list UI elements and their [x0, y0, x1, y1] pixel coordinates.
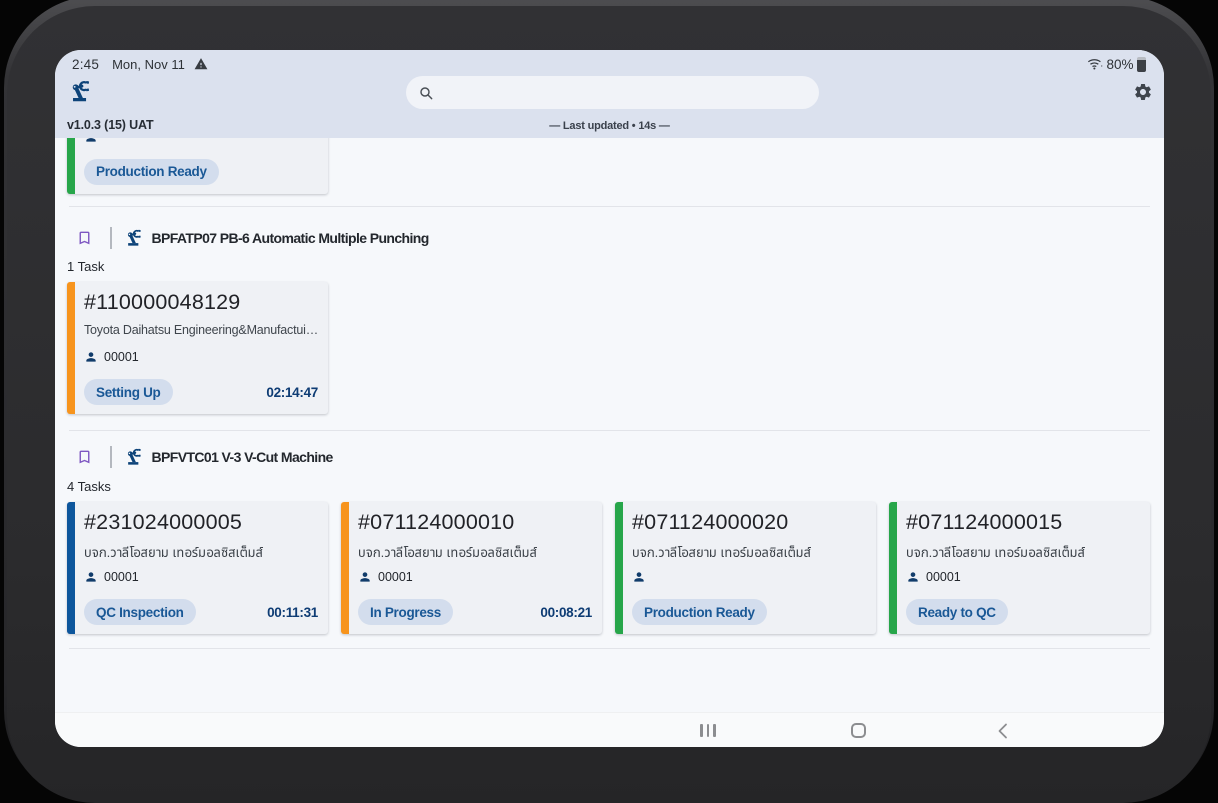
person-icon [86, 572, 96, 582]
machine-title: BPFVTC01 V-3 V-Cut Machine [151, 449, 334, 465]
recents-button[interactable] [684, 713, 732, 747]
home-icon [850, 723, 866, 738]
task-id: #071124000010 [358, 510, 515, 534]
task-timer: 00:11:31 [267, 604, 318, 620]
customer-name: Toyota Daihatsu Engineering&Manufactui… [84, 323, 319, 337]
home-button[interactable] [834, 713, 882, 747]
bookmark-icon[interactable] [76, 228, 93, 248]
task-timer: 00:08:21 [540, 604, 592, 620]
status-chip: Production Ready [84, 158, 219, 185]
task-id: #231024000005 [84, 510, 243, 534]
person-icon [634, 572, 644, 582]
task-count: 4 Tasks [67, 479, 111, 494]
battery-percent: 80% [1106, 56, 1134, 72]
task-id: #071124000020 [632, 510, 789, 534]
header-separator [110, 446, 112, 468]
section-divider [69, 206, 1150, 207]
search-input[interactable] [442, 84, 807, 101]
app-version: v1.0.3 (15) UAT [67, 118, 154, 132]
machine-title: BPFATP07 PB-6 Automatic Multiple Punchin… [151, 230, 430, 246]
customer-name: บจก.วาลีโอสยาม เทอร์มอลซิสเต็มส์ [632, 545, 812, 560]
operator-row: 00001 [358, 569, 413, 585]
warning-icon [194, 58, 208, 70]
customer-name: บจก.วาลีโอสยาม เทอร์มอลซิสเต็มส์ [906, 545, 1086, 560]
status-chip: In Progress [358, 599, 453, 625]
task-card[interactable]: #071124000015 บจก.วาลีโอสยาม เทอร์มอลซิส… [889, 502, 1150, 634]
operator-row: 00001 [906, 569, 961, 585]
operator-id: 00001 [378, 570, 413, 584]
search-bar[interactable] [406, 76, 819, 109]
task-board: Production Ready BPFATP07 PB-6 Automatic… [55, 50, 1164, 747]
bookmark-icon[interactable] [76, 447, 93, 467]
status-chip: Production Ready [632, 599, 767, 625]
customer-name: บจก.วาลีโอสยาม เทอร์มอลซิสเต็มส์ [84, 545, 264, 560]
operator-row [632, 569, 646, 585]
person-icon [86, 352, 96, 362]
status-time: 2:45 [72, 56, 100, 72]
robot-arm-icon [127, 229, 141, 246]
android-nav-bar [55, 712, 1164, 747]
operator-row: 00001 [84, 569, 139, 585]
status-chip: Setting Up [84, 379, 173, 405]
operator-id: 00001 [926, 570, 961, 584]
status-chip: Ready to QC [906, 599, 1008, 625]
back-button[interactable] [979, 713, 1027, 747]
recents-icon [700, 724, 716, 737]
back-icon [998, 723, 1007, 738]
last-updated: — Last updated • 14s — [549, 120, 670, 132]
robot-arm-logo-icon [72, 80, 90, 102]
task-timer: 02:14:47 [266, 384, 318, 400]
robot-arm-icon [127, 448, 141, 465]
tablet-screen: Production Ready BPFATP07 PB-6 Automatic… [55, 50, 1164, 747]
task-count: 1 Task [67, 259, 105, 274]
task-card[interactable]: #110000048129 Toyota Daihatsu Engineerin… [67, 282, 328, 414]
section-divider [69, 648, 1150, 649]
search-icon [420, 86, 433, 99]
wifi-icon [1088, 59, 1103, 70]
header-separator [110, 227, 112, 249]
person-icon [908, 572, 918, 582]
person-icon [360, 572, 370, 582]
machine-section-header: BPFVTC01 V-3 V-Cut Machine [67, 445, 333, 469]
app-header: 2:45 Mon, Nov 11 80% v1.0.3 (15) UAT — L… [55, 50, 1164, 138]
status-chip: QC Inspection [84, 599, 196, 625]
battery-icon [1136, 56, 1146, 72]
section-divider [69, 430, 1150, 431]
task-id: #071124000015 [906, 510, 1063, 534]
task-card[interactable]: #231024000005 บจก.วาลีโอสยาม เทอร์มอลซิส… [67, 502, 328, 634]
gear-icon[interactable] [1133, 82, 1153, 102]
machine-section-header: BPFATP07 PB-6 Automatic Multiple Punchin… [67, 226, 429, 250]
operator-id: 00001 [104, 350, 139, 364]
task-id: #110000048129 [84, 290, 241, 314]
operator-id: 00001 [104, 570, 139, 584]
status-date: Mon, Nov 11 [112, 56, 185, 72]
task-card[interactable]: #071124000020 บจก.วาลีโอสยาม เทอร์มอลซิส… [615, 502, 876, 634]
status-bar: 2:45 Mon, Nov 11 80% [55, 50, 1164, 76]
operator-row: 00001 [84, 349, 139, 365]
customer-name: บจก.วาลีโอสยาม เทอร์มอลซิสเต็มส์ [358, 545, 538, 560]
task-card[interactable]: #071124000010 บจก.วาลีโอสยาม เทอร์มอลซิส… [341, 502, 602, 634]
